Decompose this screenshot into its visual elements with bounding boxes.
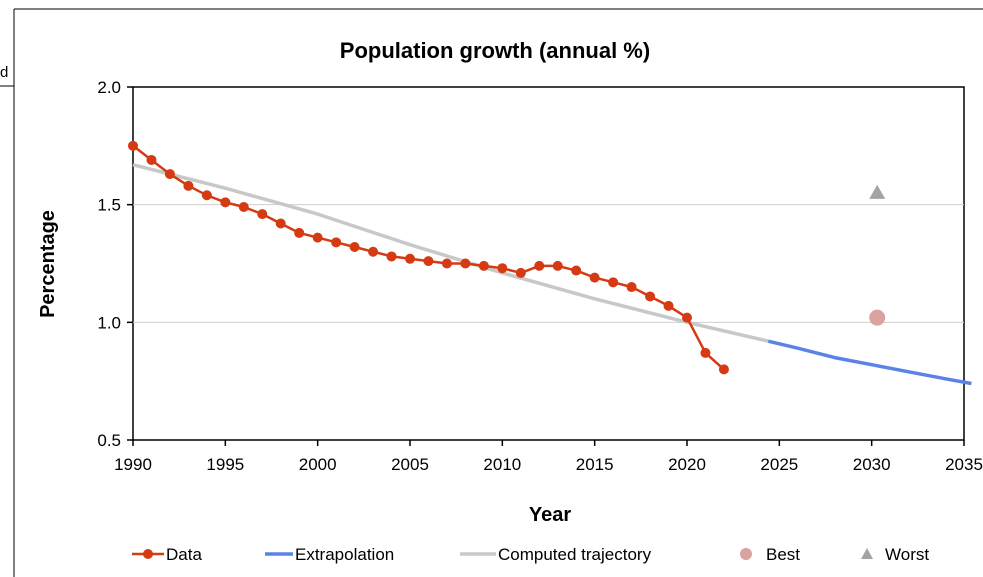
data-point (626, 282, 637, 293)
x-axis-ticks: 1990 1995 2000 2005 2010 2015 2020 2025 2030 2035 (114, 440, 983, 474)
data-point (460, 258, 471, 269)
data-point (682, 312, 692, 323)
plot-area (132, 86, 965, 441)
data-point (478, 260, 489, 271)
data-point (645, 291, 656, 302)
data-point (423, 256, 434, 267)
point-worst (869, 184, 886, 199)
data-point (608, 277, 619, 288)
x-tick-label: 2025 (760, 455, 798, 474)
data-point (571, 265, 582, 276)
x-tick-label: 2010 (483, 455, 521, 474)
legend-label-data: Data (166, 545, 202, 564)
page-fragment-text: d (0, 64, 9, 81)
y-tick-label: 1.5 (97, 196, 121, 215)
series-line-computed-trajectory (132, 163, 769, 343)
y-axis-label: Percentage (37, 210, 59, 318)
data-point (312, 232, 323, 243)
data-point (349, 242, 360, 253)
gridlines (133, 204, 964, 323)
chart-title: Population growth (annual %) (340, 38, 650, 63)
y-tick-label: 1.0 (97, 313, 121, 332)
series-layer (128, 140, 972, 386)
data-point (386, 251, 397, 262)
data-point (275, 218, 286, 229)
data-point (257, 209, 268, 220)
data-point (552, 260, 563, 271)
data-point (515, 267, 526, 278)
data-point (718, 364, 729, 375)
legend-marker-data (143, 549, 153, 559)
data-point (183, 180, 194, 191)
data-point (368, 246, 379, 257)
x-tick-label: 2030 (853, 455, 891, 474)
y-tick-label: 2.0 (97, 78, 121, 97)
data-point (128, 140, 138, 151)
legend-label-extrapolation: Extrapolation (295, 545, 394, 564)
data-point (238, 202, 249, 213)
x-tick-label: 2020 (668, 455, 706, 474)
legend-label-best: Best (766, 545, 800, 564)
legend-swatch-best (740, 548, 752, 560)
series-line-extrapolation (767, 339, 972, 386)
y-tick-label: 0.5 (97, 431, 121, 450)
data-point (663, 300, 674, 311)
data-point (146, 154, 157, 165)
point-best (869, 309, 886, 326)
x-tick-label: 2000 (299, 455, 337, 474)
data-point (331, 237, 342, 248)
data-point (441, 258, 452, 269)
data-point (294, 227, 305, 238)
data-point (201, 190, 212, 201)
legend: Data Extrapolation Computed trajectory Best… (132, 545, 929, 564)
x-tick-label: 2005 (391, 455, 429, 474)
data-point (497, 263, 508, 274)
x-tick-label: 2035 (945, 455, 983, 474)
legend-label-computed-trajectory: Computed trajectory (498, 545, 652, 564)
data-point (534, 260, 545, 271)
legend-swatch-worst (861, 548, 873, 559)
data-point (589, 272, 600, 283)
x-tick-label: 1990 (114, 455, 152, 474)
y-axis-ticks: 0.5 1.0 1.5 2.0 (97, 78, 133, 450)
data-point (700, 347, 711, 358)
x-tick-label: 2015 (576, 455, 614, 474)
x-tick-label: 1995 (206, 455, 244, 474)
data-point (164, 169, 175, 180)
data-point (220, 197, 231, 208)
x-axis-label: Year (529, 504, 571, 526)
legend-label-worst: Worst (885, 545, 929, 564)
data-point (405, 253, 415, 264)
